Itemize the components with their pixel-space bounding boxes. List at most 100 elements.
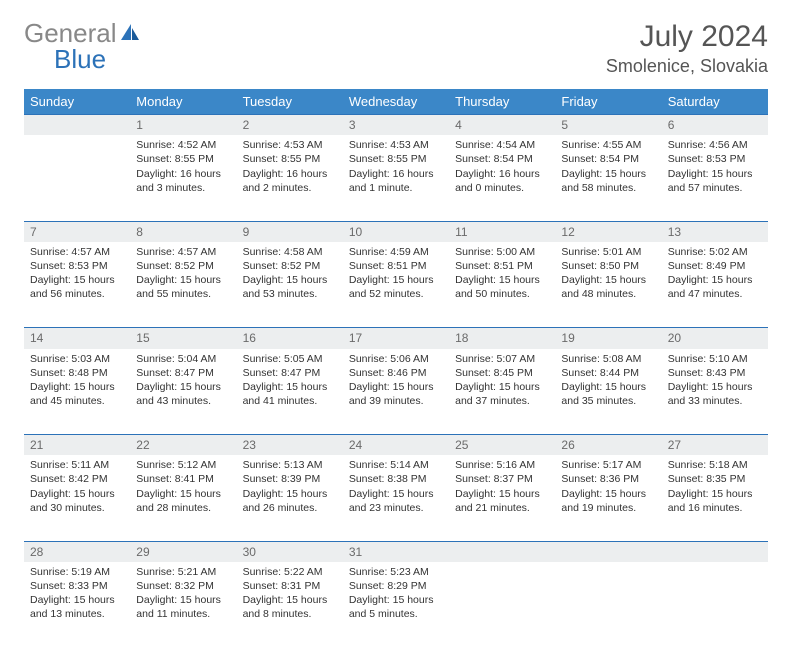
day-number-row: 78910111213 (24, 221, 768, 242)
day-cell: Sunrise: 4:54 AMSunset: 8:54 PMDaylight:… (449, 135, 555, 221)
sunset-text: Sunset: 8:53 PM (30, 259, 124, 273)
day-cell: Sunrise: 5:17 AMSunset: 8:36 PMDaylight:… (555, 455, 661, 541)
day-cell: Sunrise: 4:53 AMSunset: 8:55 PMDaylight:… (237, 135, 343, 221)
day2-text: and 56 minutes. (30, 287, 124, 301)
day1-text: Daylight: 15 hours (455, 273, 549, 287)
sunset-text: Sunset: 8:36 PM (561, 472, 655, 486)
day-number: 6 (662, 115, 768, 136)
day-number: 20 (662, 328, 768, 349)
weekday-header: Monday (130, 89, 236, 115)
day-number: 31 (343, 541, 449, 562)
day2-text: and 26 minutes. (243, 501, 337, 515)
day-cell: Sunrise: 5:14 AMSunset: 8:38 PMDaylight:… (343, 455, 449, 541)
day-number: 15 (130, 328, 236, 349)
brand-text-second: Blue (54, 44, 106, 74)
sunrise-text: Sunrise: 5:03 AM (30, 352, 124, 366)
day-number: 23 (237, 435, 343, 456)
day2-text: and 5 minutes. (349, 607, 443, 621)
day-cell: Sunrise: 5:23 AMSunset: 8:29 PMDaylight:… (343, 562, 449, 648)
weekday-header: Thursday (449, 89, 555, 115)
sunrise-text: Sunrise: 5:17 AM (561, 458, 655, 472)
day-number: 3 (343, 115, 449, 136)
day1-text: Daylight: 15 hours (349, 487, 443, 501)
day-number: 24 (343, 435, 449, 456)
day1-text: Daylight: 15 hours (136, 273, 230, 287)
day1-text: Daylight: 15 hours (561, 380, 655, 394)
sunrise-text: Sunrise: 5:19 AM (30, 565, 124, 579)
sunset-text: Sunset: 8:44 PM (561, 366, 655, 380)
header: GeneralBlue July 2024 Smolenice, Slovaki… (24, 20, 768, 77)
day-cell: Sunrise: 5:21 AMSunset: 8:32 PMDaylight:… (130, 562, 236, 648)
day-cell: Sunrise: 4:59 AMSunset: 8:51 PMDaylight:… (343, 242, 449, 328)
day1-text: Daylight: 15 hours (668, 380, 762, 394)
sunset-text: Sunset: 8:52 PM (243, 259, 337, 273)
day1-text: Daylight: 15 hours (668, 487, 762, 501)
day-number: 16 (237, 328, 343, 349)
weekday-header: Tuesday (237, 89, 343, 115)
day-cell: Sunrise: 5:16 AMSunset: 8:37 PMDaylight:… (449, 455, 555, 541)
sunrise-text: Sunrise: 5:07 AM (455, 352, 549, 366)
day2-text: and 53 minutes. (243, 287, 337, 301)
day-cell: Sunrise: 5:11 AMSunset: 8:42 PMDaylight:… (24, 455, 130, 541)
day-cell: Sunrise: 4:57 AMSunset: 8:52 PMDaylight:… (130, 242, 236, 328)
weekday-header: Saturday (662, 89, 768, 115)
sunrise-text: Sunrise: 4:56 AM (668, 138, 762, 152)
day-cell: Sunrise: 4:53 AMSunset: 8:55 PMDaylight:… (343, 135, 449, 221)
sunrise-text: Sunrise: 4:53 AM (349, 138, 443, 152)
day1-text: Daylight: 15 hours (349, 273, 443, 287)
sunrise-text: Sunrise: 5:13 AM (243, 458, 337, 472)
day1-text: Daylight: 15 hours (136, 593, 230, 607)
day-number: 8 (130, 221, 236, 242)
day2-text: and 33 minutes. (668, 394, 762, 408)
day1-text: Daylight: 16 hours (455, 167, 549, 181)
day-cell: Sunrise: 5:00 AMSunset: 8:51 PMDaylight:… (449, 242, 555, 328)
day1-text: Daylight: 15 hours (668, 273, 762, 287)
day2-text: and 0 minutes. (455, 181, 549, 195)
day2-text: and 21 minutes. (455, 501, 549, 515)
day-number: 30 (237, 541, 343, 562)
day-cell: Sunrise: 5:07 AMSunset: 8:45 PMDaylight:… (449, 349, 555, 435)
sunrise-text: Sunrise: 5:22 AM (243, 565, 337, 579)
sunset-text: Sunset: 8:45 PM (455, 366, 549, 380)
day2-text: and 8 minutes. (243, 607, 337, 621)
day2-text: and 37 minutes. (455, 394, 549, 408)
day-cell: Sunrise: 5:02 AMSunset: 8:49 PMDaylight:… (662, 242, 768, 328)
sunrise-text: Sunrise: 5:11 AM (30, 458, 124, 472)
sunrise-text: Sunrise: 4:57 AM (136, 245, 230, 259)
day-cell: Sunrise: 5:01 AMSunset: 8:50 PMDaylight:… (555, 242, 661, 328)
day1-text: Daylight: 15 hours (243, 593, 337, 607)
day-cell: Sunrise: 4:56 AMSunset: 8:53 PMDaylight:… (662, 135, 768, 221)
day1-text: Daylight: 15 hours (243, 273, 337, 287)
day-number (662, 541, 768, 562)
day-number-row: 21222324252627 (24, 435, 768, 456)
day1-text: Daylight: 15 hours (349, 593, 443, 607)
sunrise-text: Sunrise: 5:04 AM (136, 352, 230, 366)
sunrise-text: Sunrise: 5:05 AM (243, 352, 337, 366)
day2-text: and 2 minutes. (243, 181, 337, 195)
sunset-text: Sunset: 8:53 PM (668, 152, 762, 166)
sunset-text: Sunset: 8:41 PM (136, 472, 230, 486)
sunset-text: Sunset: 8:29 PM (349, 579, 443, 593)
day2-text: and 52 minutes. (349, 287, 443, 301)
sunset-text: Sunset: 8:47 PM (136, 366, 230, 380)
day-number: 25 (449, 435, 555, 456)
sunrise-text: Sunrise: 5:23 AM (349, 565, 443, 579)
sunset-text: Sunset: 8:47 PM (243, 366, 337, 380)
sunrise-text: Sunrise: 4:57 AM (30, 245, 124, 259)
day2-text: and 3 minutes. (136, 181, 230, 195)
day1-text: Daylight: 16 hours (243, 167, 337, 181)
day-number-row: 14151617181920 (24, 328, 768, 349)
sunset-text: Sunset: 8:42 PM (30, 472, 124, 486)
day2-text: and 43 minutes. (136, 394, 230, 408)
day2-text: and 35 minutes. (561, 394, 655, 408)
sunrise-text: Sunrise: 4:54 AM (455, 138, 549, 152)
day-content-row: Sunrise: 4:57 AMSunset: 8:53 PMDaylight:… (24, 242, 768, 328)
day-number: 5 (555, 115, 661, 136)
weekday-header: Wednesday (343, 89, 449, 115)
day-cell: Sunrise: 5:10 AMSunset: 8:43 PMDaylight:… (662, 349, 768, 435)
sunset-text: Sunset: 8:31 PM (243, 579, 337, 593)
day-number: 27 (662, 435, 768, 456)
day-cell: Sunrise: 4:52 AMSunset: 8:55 PMDaylight:… (130, 135, 236, 221)
day-number: 1 (130, 115, 236, 136)
sunrise-text: Sunrise: 4:58 AM (243, 245, 337, 259)
